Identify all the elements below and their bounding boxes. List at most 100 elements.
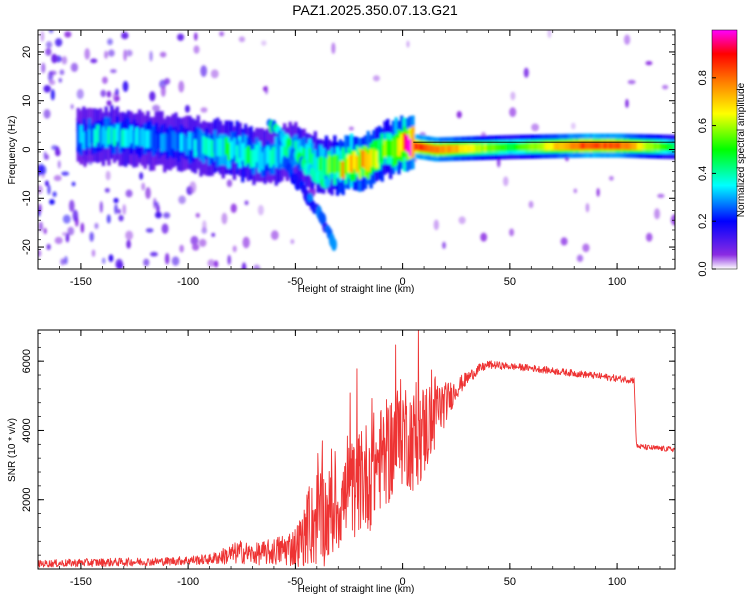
- noise-speckle: [200, 65, 208, 77]
- noise-speckle: [77, 88, 84, 99]
- ridge-cell: [517, 142, 521, 151]
- noise-speckle: [219, 31, 225, 37]
- noise-speckle: [154, 211, 162, 219]
- noise-speckle: [211, 232, 216, 237]
- ridge-cell: [338, 160, 343, 179]
- noise-speckle: [253, 264, 261, 269]
- noise-speckle: [348, 126, 354, 131]
- spectrogram-x-tick-label: -150: [70, 276, 92, 288]
- ridge-cell: [611, 141, 616, 150]
- ridge-cell: [450, 145, 454, 153]
- ridge-cell: [377, 145, 382, 163]
- ridge-cell: [207, 138, 212, 157]
- ridge-cell: [536, 142, 541, 151]
- noise-speckle: [49, 70, 57, 76]
- ridge-cell: [285, 140, 290, 158]
- ridge-cell: [402, 132, 407, 151]
- noise-speckle: [139, 172, 144, 180]
- ridge-cell: [628, 141, 633, 150]
- ridge-cell: [645, 142, 649, 151]
- ridge-cell: [349, 154, 354, 173]
- noise-speckle: [72, 209, 79, 222]
- branch-blob: [307, 192, 314, 203]
- colorbar-ticks: 0.0 0.2 0.4 0.6 0.8: [697, 70, 716, 277]
- noise-speckle: [104, 187, 110, 193]
- noise-speckle: [61, 56, 68, 65]
- noise-speckle: [125, 189, 133, 198]
- ridge-cell: [595, 141, 599, 150]
- noise-speckle: [152, 104, 161, 112]
- ridge-cell: [93, 129, 97, 147]
- ridge-cell: [227, 142, 231, 161]
- noise-speckle: [114, 204, 118, 215]
- noise-speckle: [200, 107, 208, 113]
- noise-speckle: [582, 243, 590, 253]
- noise-speckle: [43, 85, 51, 93]
- figure-title: PAZ1.2025.350.07.13.G21: [292, 2, 458, 18]
- ridge-cell: [609, 141, 613, 150]
- ridge-cell: [316, 157, 320, 176]
- ridge-cell: [171, 131, 175, 149]
- ridge-cell: [243, 148, 248, 166]
- noise-speckle: [105, 170, 111, 181]
- noise-speckle: [198, 238, 207, 247]
- ridge-cell: [444, 145, 449, 154]
- noise-speckle: [433, 219, 439, 231]
- ridge-cell: [216, 138, 220, 157]
- ridge-cell: [441, 145, 446, 154]
- noise-speckle: [195, 212, 200, 218]
- spectrogram-x-tick-label: -50: [287, 276, 303, 288]
- ridge-cell: [268, 149, 273, 168]
- noise-speckle: [41, 62, 46, 74]
- noise-speckle: [38, 221, 44, 232]
- snr-x-label: Height of straight line (km): [298, 584, 415, 595]
- ridge-cell: [539, 142, 543, 151]
- ridge-cell: [121, 129, 125, 147]
- noise-speckle: [645, 61, 653, 66]
- noise-speckle: [48, 30, 54, 34]
- noise-speckle: [503, 176, 509, 187]
- noise-speckle: [43, 227, 47, 235]
- ridge-cell: [514, 143, 518, 151]
- spectrogram-y-tick-label: 0: [21, 146, 33, 152]
- ridge-cell: [447, 145, 451, 154]
- noise-speckle: [99, 201, 103, 213]
- ridge-cell: [606, 141, 610, 150]
- noise-speckle: [570, 122, 576, 130]
- noise-speckle: [80, 222, 85, 234]
- ridge-cell: [374, 150, 379, 169]
- ridge-cell: [221, 139, 226, 158]
- snr-y-tick-label: 4000: [21, 418, 33, 442]
- noise-speckle: [58, 77, 63, 83]
- noise-speckle: [67, 226, 75, 236]
- ridge-cell: [519, 142, 524, 151]
- noise-speckle: [100, 89, 107, 98]
- ridge-cell: [218, 138, 223, 157]
- spectrogram-y-tick-label: 20: [21, 46, 33, 58]
- ridge-cell: [160, 134, 164, 152]
- ridge-cell: [347, 154, 351, 173]
- colorbar-label: Normalized spectral amplitude: [736, 82, 747, 217]
- noise-speckle: [190, 235, 199, 246]
- ridge-cell: [489, 143, 493, 152]
- ridge-cell: [255, 144, 259, 163]
- branch-blob: [330, 238, 337, 251]
- spectrogram-x-tick-label: 50: [504, 276, 516, 288]
- noise-speckle: [106, 90, 112, 98]
- noise-speckle: [45, 48, 52, 56]
- snr-x-tick-label: 50: [504, 576, 516, 588]
- ridge-cell: [419, 143, 423, 152]
- noise-speckle: [94, 222, 99, 230]
- noise-speckle: [59, 69, 65, 76]
- ridge-cell: [344, 157, 348, 176]
- noise-speckle: [121, 31, 129, 40]
- ridge-cell: [249, 149, 253, 168]
- ridge-cell: [165, 133, 170, 152]
- ridge-cell: [118, 130, 122, 149]
- noise-speckle: [108, 254, 114, 262]
- noise-speckle: [161, 223, 169, 234]
- noise-speckle: [54, 236, 63, 245]
- ridge-cell: [101, 126, 106, 145]
- noise-speckle: [164, 253, 170, 265]
- ridge-cell: [511, 143, 515, 151]
